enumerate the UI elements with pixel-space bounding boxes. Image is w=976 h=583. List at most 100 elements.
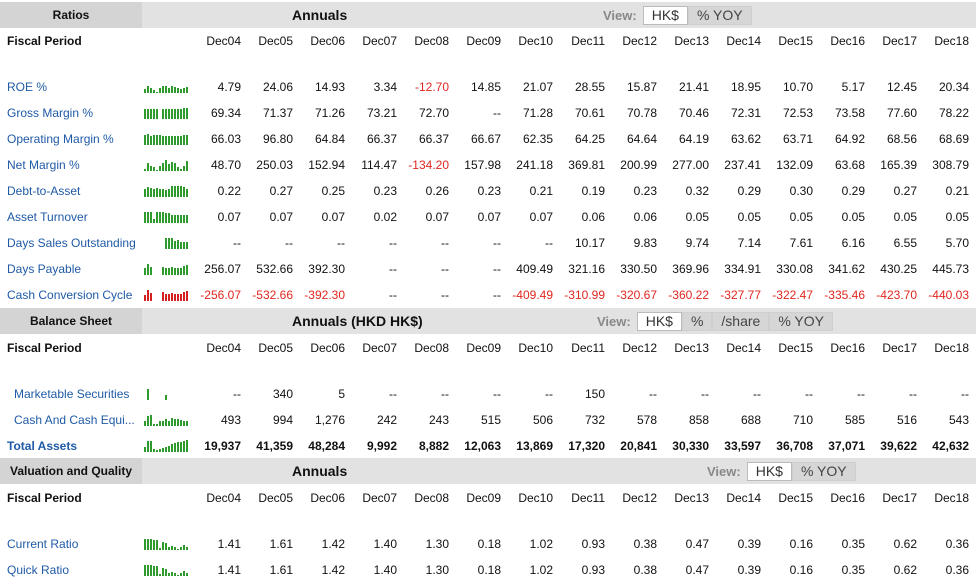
row-label-debt-to-asset[interactable]: Debt-to-Asset — [7, 184, 81, 198]
spark-bar — [180, 242, 182, 249]
sparkline-chart[interactable] — [144, 289, 190, 301]
value-cell: 20.34 — [938, 80, 969, 94]
value-cell: 6.16 — [841, 236, 865, 250]
spark-bar — [174, 215, 176, 223]
row-label-cash-conversion-cycle[interactable]: Cash Conversion Cycle — [7, 288, 133, 302]
period-header-dec18: Dec18 — [934, 341, 969, 355]
value-cell: 48.70 — [210, 158, 241, 172]
spark-bar — [186, 215, 188, 223]
value-cell: 0.05 — [737, 210, 761, 224]
value-cell: 0.35 — [841, 563, 865, 577]
value-cell: 0.18 — [477, 537, 501, 551]
spark-bar — [159, 88, 161, 93]
spark-bar — [177, 575, 179, 576]
value-cell: 0.26 — [425, 184, 449, 198]
value-cell: -- — [493, 387, 501, 401]
value-cell: 250.03 — [256, 158, 293, 172]
table-row-roe: ROE % 4.79 24.06 14.93 3.34 -12.70 14.85 21.07 2… — [0, 74, 976, 100]
view-option-percent[interactable]: % — [681, 312, 713, 331]
row-label-marketable-securities[interactable]: Marketable Securities — [14, 387, 130, 401]
value-cell: 17,320 — [568, 439, 605, 453]
value-cell: 200.99 — [620, 158, 657, 172]
section-title-ratios: Ratios — [0, 2, 142, 28]
sparkline-chart[interactable] — [144, 107, 190, 119]
row-label-quick-ratio[interactable]: Quick Ratio — [7, 563, 70, 577]
row-label-operating-margin[interactable]: Operating Margin % — [7, 132, 114, 146]
view-option-yoy[interactable]: % YOY — [769, 312, 833, 331]
spark-bar — [183, 441, 185, 452]
value-cell: 0.18 — [477, 563, 501, 577]
value-cell: 39,622 — [880, 439, 917, 453]
spark-bar — [165, 190, 167, 197]
value-cell: 30,330 — [672, 439, 709, 453]
spark-bar — [168, 268, 170, 275]
value-cell: -440.03 — [928, 288, 969, 302]
spark-bar — [168, 189, 170, 197]
value-cell: -- — [805, 387, 813, 401]
row-label-current-ratio[interactable]: Current Ratio — [7, 537, 79, 551]
spark-bar — [144, 565, 146, 576]
value-cell: -532.66 — [252, 288, 293, 302]
view-option-yoy[interactable]: % YOY — [791, 462, 856, 481]
spark-bar — [186, 242, 188, 249]
view-option-hkd[interactable]: HK$ — [746, 462, 792, 481]
sparkline-chart[interactable] — [144, 564, 190, 576]
sparkline-chart[interactable] — [144, 388, 190, 400]
spark-bar — [174, 136, 176, 145]
sparkline-chart[interactable] — [144, 159, 190, 171]
spark-bar — [177, 167, 179, 171]
period-header-dec04: Dec04 — [206, 491, 241, 505]
value-cell: 0.07 — [321, 210, 345, 224]
value-cell: 28.55 — [574, 80, 605, 94]
value-cell: 69.34 — [210, 106, 241, 120]
sparkline-chart[interactable] — [144, 263, 190, 275]
value-cell: 543 — [948, 413, 969, 427]
sparkline-chart[interactable] — [144, 440, 190, 452]
row-label-asset-turnover[interactable]: Asset Turnover — [7, 210, 88, 224]
spark-bar — [162, 267, 164, 275]
period-header-dec14: Dec14 — [726, 341, 761, 355]
row-label-days-sales-outstanding[interactable]: Days Sales Outstanding — [7, 236, 136, 250]
sparkline-chart[interactable] — [144, 133, 190, 145]
spark-bar — [162, 448, 164, 452]
sparkline-chart[interactable] — [144, 211, 190, 223]
value-cell: 578 — [636, 413, 657, 427]
spark-bar — [180, 186, 182, 197]
value-cell: 1.61 — [269, 563, 293, 577]
sparkline-chart[interactable] — [144, 81, 190, 93]
view-option-per-share[interactable]: /share — [712, 312, 770, 331]
view-toggle-ratios: View: HK$ % YOY — [603, 6, 752, 25]
value-cell: 70.61 — [574, 106, 605, 120]
spark-bar — [159, 212, 161, 223]
row-label-total-assets[interactable]: Total Assets — [7, 439, 78, 453]
view-option-hkd[interactable]: HK$ — [636, 312, 682, 331]
view-label: View: — [597, 314, 631, 329]
row-label-cash-and-cash-equi[interactable]: Cash And Cash Equi... — [14, 413, 135, 427]
spark-bar — [180, 442, 182, 452]
view-option-yoy[interactable]: % YOY — [687, 6, 752, 25]
row-label-net-margin[interactable]: Net Margin % — [7, 158, 80, 172]
value-cell: 0.19 — [581, 184, 605, 198]
spark-bar — [153, 540, 155, 550]
row-label-roe[interactable]: ROE % — [7, 80, 48, 94]
sparkline-chart[interactable] — [144, 185, 190, 197]
value-cell: 369.96 — [672, 262, 709, 276]
value-cell: 33,597 — [724, 439, 761, 453]
period-header-dec12: Dec12 — [622, 491, 657, 505]
spark-bar — [168, 294, 170, 301]
table-row-quick-ratio: Quick Ratio 1.41 1.61 1.42 1.40 1.30 0.18 1.02 0… — [0, 557, 976, 583]
view-option-hkd[interactable]: HK$ — [642, 6, 688, 25]
value-cell: 4.79 — [217, 80, 241, 94]
sparkline-chart[interactable] — [144, 237, 190, 249]
row-label-days-payable[interactable]: Days Payable — [7, 262, 82, 276]
section-title-valuation: Valuation and Quality — [0, 458, 142, 484]
sparkline-chart[interactable] — [144, 538, 190, 550]
spark-bar — [147, 389, 149, 400]
sparkline-chart[interactable] — [144, 414, 190, 426]
period-header-dec11: Dec11 — [571, 491, 605, 505]
period-header-dec05: Dec05 — [258, 34, 293, 48]
spark-bar — [147, 163, 149, 171]
row-label-gross-margin[interactable]: Gross Margin % — [7, 106, 94, 120]
value-cell: 688 — [740, 413, 761, 427]
spark-bar — [180, 109, 182, 119]
